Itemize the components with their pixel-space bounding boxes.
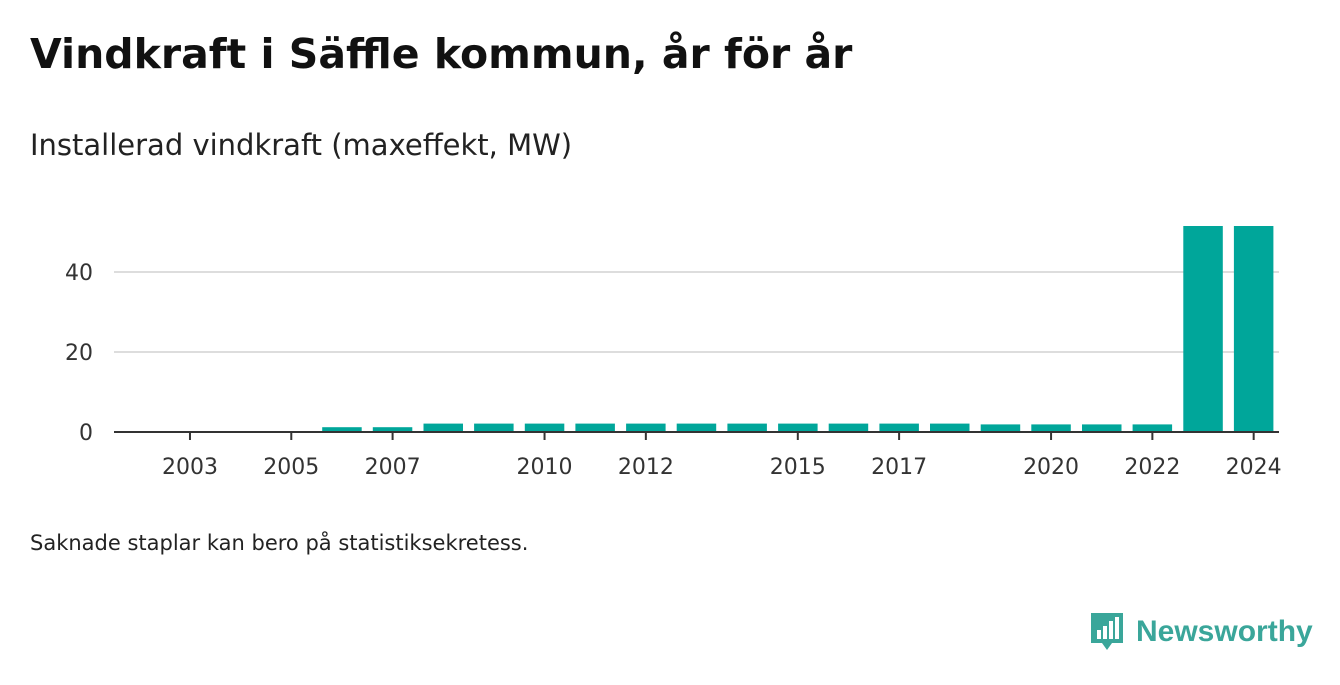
bar (1233, 226, 1274, 432)
brand-logo: Newsworthy (1088, 610, 1313, 654)
x-tick-label: 2003 (162, 455, 218, 480)
y-tick-label: 40 (65, 261, 93, 286)
bar (828, 423, 869, 432)
bar (727, 423, 767, 432)
bar (980, 424, 1021, 432)
bar (423, 423, 463, 432)
x-tick-label: 2015 (770, 455, 826, 480)
bar (372, 427, 413, 432)
x-tick-label: 2005 (263, 455, 319, 480)
bar (322, 427, 362, 432)
bar (474, 423, 514, 432)
bar (1132, 424, 1173, 432)
bar (1031, 424, 1071, 432)
chart-subtitle: Installerad vindkraft (maxeffekt, MW) (30, 128, 573, 162)
chart-title: Vindkraft i Säffle kommun, år för år (30, 30, 853, 78)
bar-chart: 0 20 40 2003 2005 2007 2010 2012 2015 2017 2020 202… (65, 226, 1282, 480)
footnote: Saknade staplar kan bero på statistiksek… (30, 531, 529, 555)
bar (676, 423, 717, 432)
bar (1183, 226, 1223, 432)
x-tick-label: 2012 (618, 455, 674, 480)
x-tick-label: 2022 (1124, 455, 1180, 480)
bar (626, 423, 666, 432)
x-tick-label: 2007 (365, 455, 421, 480)
bar (524, 423, 565, 432)
bar (575, 423, 615, 432)
x-tick-label: 2010 (517, 455, 573, 480)
bar (778, 423, 818, 432)
brand-name: Newsworthy (1136, 615, 1313, 648)
x-tick-label: 2024 (1226, 455, 1282, 480)
bar (930, 423, 970, 432)
x-tick-label: 2017 (871, 455, 927, 480)
bar (879, 423, 919, 432)
y-tick-label: 0 (79, 421, 93, 446)
x-tick-label: 2020 (1023, 455, 1079, 480)
bar (1082, 424, 1122, 432)
bar-chart-speech-bubble-icon (1091, 613, 1123, 650)
y-tick-label: 20 (65, 341, 93, 366)
